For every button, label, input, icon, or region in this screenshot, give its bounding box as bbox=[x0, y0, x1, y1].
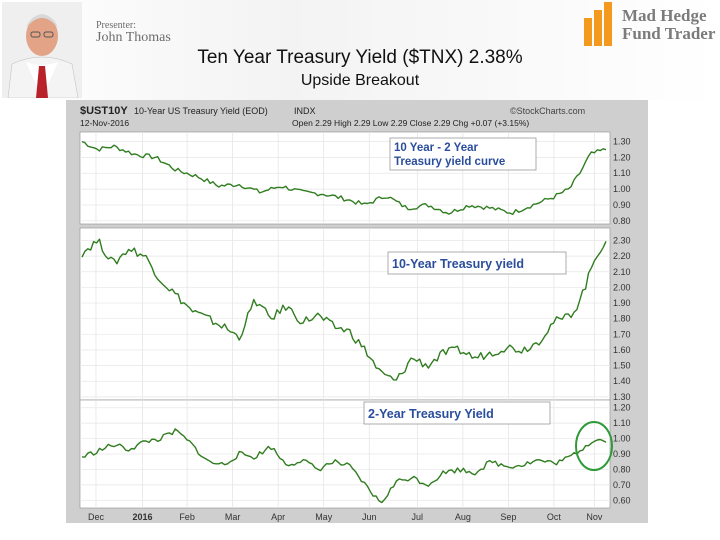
series-line-2 bbox=[81, 428, 607, 504]
y-tick-label: 2.30 bbox=[613, 236, 631, 246]
caption-yield-curve-line2: Treasury yield curve bbox=[394, 156, 505, 168]
x-tick-label: Feb bbox=[179, 512, 195, 522]
x-tick-label: Sep bbox=[500, 512, 516, 522]
y-tick-label: 1.20 bbox=[613, 403, 631, 413]
chart-symbol: $UST10Y bbox=[80, 105, 128, 117]
slide-subtitle: Upside Breakout bbox=[300, 72, 420, 89]
logo-bar-2 bbox=[594, 10, 602, 46]
series-line-1 bbox=[81, 238, 607, 381]
y-tick-label: 1.30 bbox=[613, 137, 631, 147]
logo-bar-1 bbox=[584, 18, 592, 46]
x-tick-label: May bbox=[315, 512, 333, 522]
x-tick-label: Jun bbox=[362, 512, 377, 522]
company-logo: Mad Hedge Fund Trader bbox=[582, 2, 720, 46]
logo-line-1: Mad Hedge bbox=[622, 6, 707, 25]
chart-exchange: INDX bbox=[294, 106, 316, 116]
y-tick-label: 1.10 bbox=[613, 168, 631, 178]
x-tick-label: Apr bbox=[271, 512, 285, 522]
y-tick-label: 1.70 bbox=[613, 329, 631, 339]
y-tick-label: 1.10 bbox=[613, 418, 631, 428]
y-tick-label: 2.20 bbox=[613, 251, 631, 261]
y-tick-label: 1.00 bbox=[613, 184, 631, 194]
slide-title: Ten Year Treasury Yield ($TNX) 2.38% bbox=[197, 47, 523, 68]
chart-ohlc: Open 2.29 High 2.29 Low 2.29 Close 2.29 … bbox=[292, 118, 529, 128]
y-tick-label: 0.80 bbox=[613, 464, 631, 474]
y-tick-label: 0.70 bbox=[613, 480, 631, 490]
y-tick-label: 0.80 bbox=[613, 216, 631, 226]
y-tick-label: 1.80 bbox=[613, 314, 631, 324]
y-tick-label: 0.60 bbox=[613, 495, 631, 505]
presenter-name: John Thomas bbox=[96, 30, 171, 45]
chart-source: ©StockCharts.com bbox=[510, 106, 585, 116]
chart-date: 12-Nov-2016 bbox=[80, 118, 129, 128]
caption-box-10yr bbox=[387, 251, 567, 275]
y-tick-label: 1.90 bbox=[613, 298, 631, 308]
y-tick-label: 1.20 bbox=[613, 152, 631, 162]
x-tick-label: Nov bbox=[586, 512, 603, 522]
y-tick-label: 0.90 bbox=[613, 449, 631, 459]
caption-box-yield-curve bbox=[389, 137, 537, 171]
stockcharts-chart: $UST10Y 10-Year US Treasury Yield (EOD) … bbox=[79, 105, 631, 522]
y-tick-label: 1.00 bbox=[613, 434, 631, 444]
y-tick-label: 2.10 bbox=[613, 267, 631, 277]
caption-yield-curve-line1: 10 Year - 2 Year bbox=[394, 142, 479, 154]
x-tick-label: Aug bbox=[455, 512, 471, 522]
x-tick-label: 2016 bbox=[133, 512, 153, 522]
presenter-label: Presenter: bbox=[96, 20, 136, 31]
breakout-highlight-circle bbox=[575, 421, 613, 471]
presenter-photo bbox=[2, 2, 82, 98]
logo-bar-3 bbox=[604, 2, 612, 46]
chart-description: 10-Year US Treasury Yield (EOD) bbox=[134, 106, 268, 116]
x-tick-label: Dec bbox=[88, 512, 105, 522]
y-tick-label: 1.40 bbox=[613, 376, 631, 386]
caption-10yr: 10-Year Treasury yield bbox=[392, 257, 524, 271]
series-line-0 bbox=[81, 140, 607, 216]
y-tick-label: 1.30 bbox=[613, 392, 631, 402]
y-tick-label: 0.90 bbox=[613, 200, 631, 210]
caption-box-2yr bbox=[363, 401, 551, 425]
y-tick-label: 2.00 bbox=[613, 282, 631, 292]
x-tick-label: Jul bbox=[412, 512, 424, 522]
caption-2yr: 2-Year Treasury Yield bbox=[368, 407, 494, 421]
x-tick-label: Mar bbox=[225, 512, 241, 522]
logo-line-2: Fund Trader bbox=[622, 24, 716, 43]
x-tick-label: Oct bbox=[547, 512, 562, 522]
y-tick-label: 1.50 bbox=[613, 361, 631, 371]
y-tick-label: 1.60 bbox=[613, 345, 631, 355]
presenter-block: Presenter: John Thomas bbox=[96, 20, 171, 46]
